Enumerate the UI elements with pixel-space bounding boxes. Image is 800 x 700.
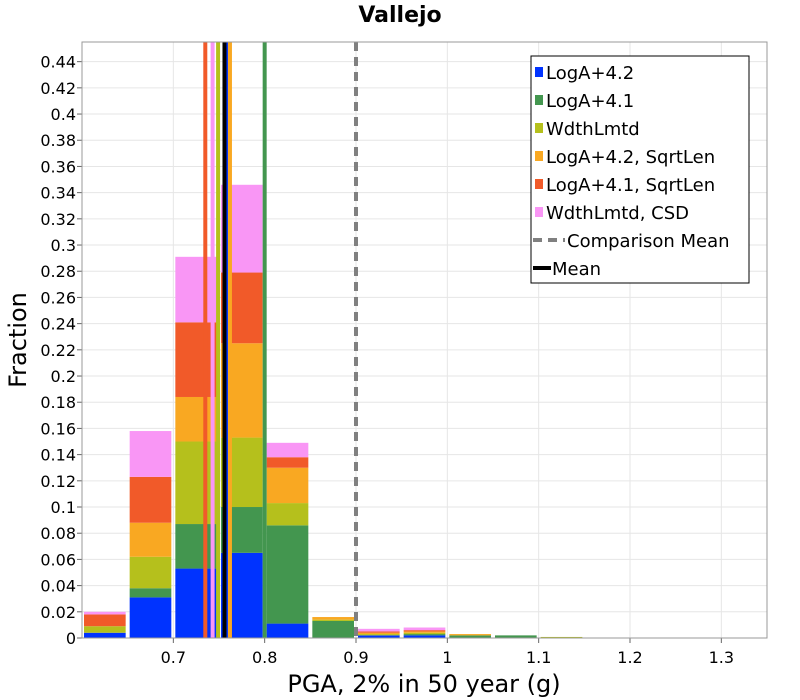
bar-segment [175, 568, 217, 638]
legend-box [530, 55, 750, 284]
bar-segment [129, 556, 172, 589]
bar-segment [129, 597, 172, 638]
x-tick-label: 1.2 [617, 648, 642, 667]
x-tick-label: 0.9 [343, 648, 368, 667]
legend-swatch [535, 151, 543, 161]
x-tick-label: 1.3 [709, 648, 734, 667]
legend-label: LogA+4.1, SqrtLen [546, 175, 715, 196]
bar-segment [449, 635, 491, 638]
bar-segment [358, 635, 400, 638]
legend-swatch [535, 207, 543, 217]
y-tick-label: 0.42 [40, 79, 76, 98]
plot-frame [81, 41, 768, 639]
y-axis-label: Fraction [4, 292, 32, 388]
y-tick-label: 0.38 [40, 131, 76, 150]
y-tick-label: 0.28 [40, 262, 76, 281]
legend-label: LogA+4.2, SqrtLen [546, 147, 715, 168]
bar-segment [175, 396, 217, 442]
x-tick-label: 0.7 [161, 648, 186, 667]
y-tick-label: 0.24 [40, 315, 76, 334]
y-tick-label: 0 [66, 629, 76, 648]
y-tick-label: 0.36 [40, 157, 76, 176]
y-axis: 0 0.02 0.04 0.06 0.08 0.1 0.12 0.14 0.16 0.18 0.2 0… [40, 53, 82, 648]
y-tick-label: 0.3 [51, 236, 76, 255]
bar-segment [175, 322, 217, 397]
y-tick-label: 0.4 [51, 105, 76, 124]
legend-label: LogA+4.2 [546, 63, 634, 84]
y-tick-label: 0.32 [40, 210, 76, 229]
bar-segment [312, 620, 354, 638]
bar-segment [403, 634, 446, 636]
bar-segment [129, 588, 172, 598]
bar-segment [266, 467, 309, 504]
y-tick-label: 0.06 [40, 550, 76, 569]
y-tick-label: 0.1 [51, 498, 76, 517]
bar-segment [358, 631, 400, 633]
y-tick-label: 0.18 [40, 393, 76, 412]
bar-segment [403, 627, 446, 631]
bar-segment [129, 431, 172, 477]
x-tick-label: 1 [442, 648, 452, 667]
bar-segment [84, 626, 126, 633]
bar-segment [266, 503, 309, 526]
legend-label: Mean [552, 259, 601, 280]
bar-segment [312, 619, 354, 621]
legend: LogA+4.2 LogA+4.1 WdthLmtd LogA+4.2, SqrtLe… [530, 55, 750, 284]
bar-segment [403, 632, 446, 635]
bar-segment [403, 630, 446, 632]
legend-label: WdthLmtd [546, 119, 640, 140]
y-tick-label: 0.34 [40, 184, 76, 203]
bar-segment [403, 631, 446, 633]
y-tick-label: 0.14 [40, 446, 76, 465]
bar-segment [266, 525, 309, 624]
bar-segment [129, 476, 172, 523]
legend-label: LogA+4.1 [546, 91, 634, 112]
y-tick-label: 0.12 [40, 472, 76, 491]
chart-title: Vallejo [358, 3, 441, 28]
mean-lines [203, 42, 358, 638]
bar-segment [266, 457, 309, 468]
bar-segment [358, 632, 400, 635]
y-tick-label: 0.44 [40, 53, 76, 72]
bar-segment [175, 524, 217, 569]
bar-segment [84, 614, 126, 627]
legend-swatch [535, 95, 543, 105]
y-tick-label: 0.08 [40, 524, 76, 543]
y-tick-label: 0.04 [40, 577, 76, 596]
bar-segment [266, 442, 309, 458]
bar-segment [358, 628, 400, 632]
bar-segment [403, 635, 446, 638]
bar-segment [84, 611, 126, 615]
x-tick-label: 1.1 [526, 648, 551, 667]
y-tick-label: 0.2 [51, 367, 76, 386]
y-tick-label: 0.22 [40, 341, 76, 360]
bar-segment [358, 634, 400, 636]
x-axis-label: PGA, 2% in 50 year (g) [287, 670, 560, 698]
x-tick-label: 0.8 [252, 648, 277, 667]
legend-swatch [535, 67, 543, 77]
legend-label: WdthLmtd, CSD [546, 203, 689, 224]
bar-segment [312, 617, 354, 620]
x-axis: 0.7 0.8 0.9 1 1.1 1.2 1.3 [161, 638, 734, 667]
y-tick-label: 0.02 [40, 603, 76, 622]
legend-label: Comparison Mean [567, 231, 730, 252]
bar-segment [495, 635, 537, 638]
legend-swatch [535, 179, 543, 189]
bar-segment [449, 634, 491, 636]
y-tick-label: 0.26 [40, 288, 76, 307]
bar-segment [266, 623, 309, 638]
legend-swatch [535, 123, 543, 133]
bar-segment [175, 256, 217, 323]
bar-segment [84, 632, 126, 638]
bar-segment [540, 636, 583, 638]
bar-segment [175, 441, 217, 525]
y-tick-label: 0.16 [40, 419, 76, 438]
bar-segment [129, 522, 172, 557]
